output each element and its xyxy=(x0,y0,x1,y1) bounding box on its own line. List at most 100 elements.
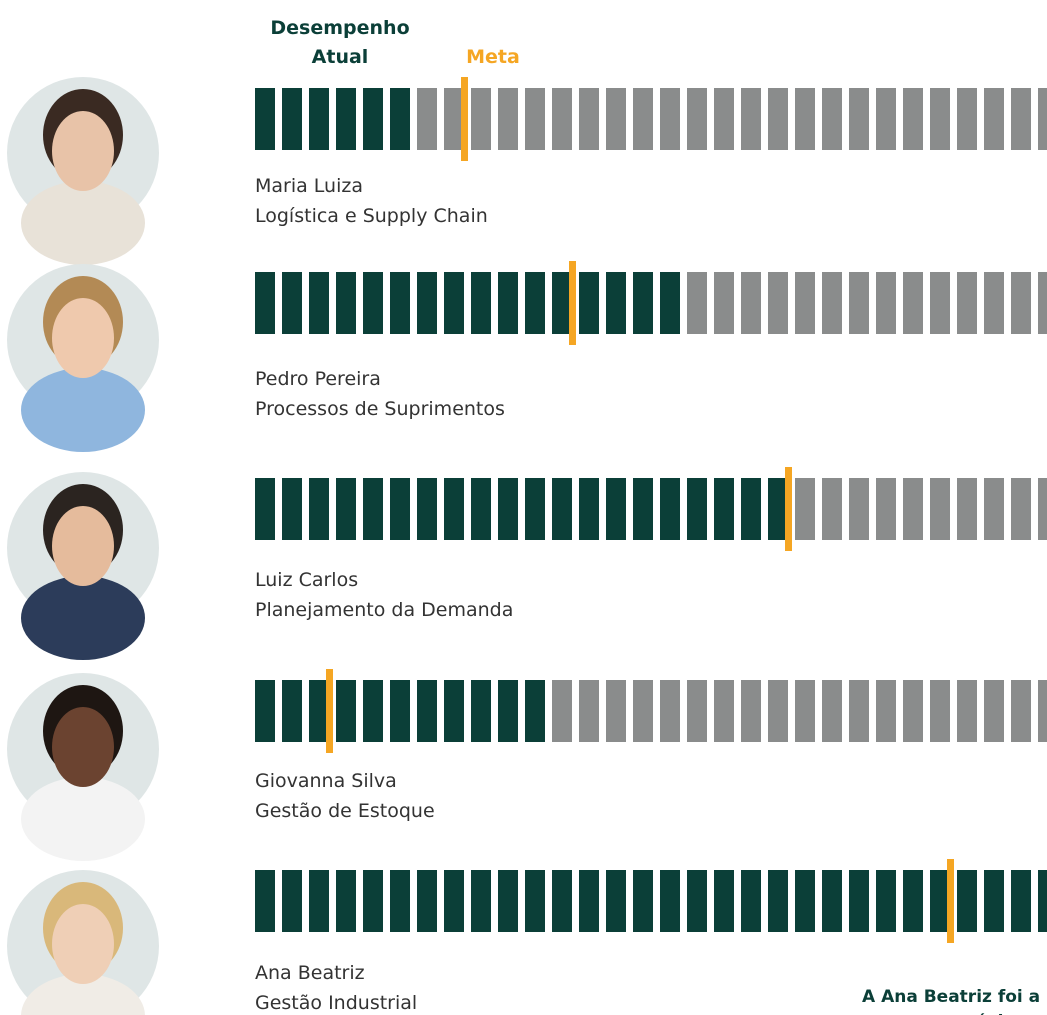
bar-segment xyxy=(957,272,977,334)
bar-segment xyxy=(363,88,383,150)
bar-segment xyxy=(309,88,329,150)
bar-segment xyxy=(633,870,653,932)
photo-face xyxy=(52,298,114,378)
bar-segment xyxy=(849,88,869,150)
bar-segment xyxy=(552,870,572,932)
bar-segment xyxy=(984,272,1004,334)
bar-segment xyxy=(471,88,491,150)
bar-segment xyxy=(363,680,383,742)
target-marker xyxy=(326,669,333,753)
bar-segment xyxy=(282,870,302,932)
bar-segment xyxy=(1011,870,1031,932)
bar-segment xyxy=(444,478,464,540)
bar-segment xyxy=(660,272,680,334)
bar-segment xyxy=(903,88,923,150)
bar-segment xyxy=(795,870,815,932)
bar-segment xyxy=(1011,478,1031,540)
bar-segment xyxy=(444,272,464,334)
bar-segment xyxy=(471,272,491,334)
person-role: Logística e Supply Chain xyxy=(255,205,488,227)
bar-segment xyxy=(984,88,1004,150)
bar-segment xyxy=(336,680,356,742)
bar-segment xyxy=(876,88,896,150)
target-marker xyxy=(785,467,792,551)
person-photo xyxy=(7,77,159,265)
bar-segment xyxy=(1038,680,1047,742)
bar-segment xyxy=(768,272,788,334)
bar-segment xyxy=(525,88,545,150)
bar-segment xyxy=(930,272,950,334)
bar-segment xyxy=(552,680,572,742)
target-marker xyxy=(947,859,954,943)
person-photo xyxy=(7,264,159,452)
bar-segment xyxy=(876,478,896,540)
photo-face xyxy=(52,111,114,191)
bar-segment xyxy=(741,870,761,932)
bar-segment xyxy=(984,680,1004,742)
bar-segment xyxy=(363,870,383,932)
bar-segment xyxy=(255,680,275,742)
bar-segment xyxy=(444,870,464,932)
bar-segment xyxy=(579,870,599,932)
target-marker xyxy=(461,77,468,161)
bar-segment xyxy=(876,680,896,742)
bar-segment xyxy=(1038,88,1047,150)
current-heading: Desempenho xyxy=(270,17,409,39)
bar-segment xyxy=(660,88,680,150)
bar-segment xyxy=(336,88,356,150)
bar-segment xyxy=(498,272,518,334)
note: A Ana Beatriz foi a xyxy=(862,987,1040,1007)
bar-segment xyxy=(606,870,626,932)
bar-segment xyxy=(552,478,572,540)
bar-segment xyxy=(606,272,626,334)
bar-segment xyxy=(498,870,518,932)
person-role: Planejamento da Demanda xyxy=(255,599,513,621)
bar-segment xyxy=(282,680,302,742)
person-name: Maria Luiza xyxy=(255,175,363,197)
bar-segment xyxy=(633,88,653,150)
bar-segment xyxy=(768,88,788,150)
bar-segment xyxy=(957,680,977,742)
bar-segment xyxy=(309,870,329,932)
bar-segment xyxy=(930,88,950,150)
bar-segment xyxy=(930,478,950,540)
bar-segment xyxy=(1038,272,1047,334)
bar-segment xyxy=(822,870,842,932)
bar-segment xyxy=(390,478,410,540)
bar-segment xyxy=(984,870,1004,932)
bar-segment xyxy=(795,272,815,334)
bar-segment xyxy=(309,272,329,334)
photo-face xyxy=(52,506,114,586)
current-heading: Atual xyxy=(312,46,369,68)
bar-segment xyxy=(390,680,410,742)
bar-segment xyxy=(282,272,302,334)
bar-segment xyxy=(687,870,707,932)
bar-segment xyxy=(687,680,707,742)
person-role: Gestão de Estoque xyxy=(255,800,435,822)
person-name: Ana Beatriz xyxy=(255,962,365,984)
bar-segment xyxy=(255,870,275,932)
bar-segment xyxy=(660,680,680,742)
bar-segment xyxy=(417,870,437,932)
bar-segment xyxy=(741,680,761,742)
bar-segment xyxy=(417,680,437,742)
bar-segment xyxy=(822,680,842,742)
person-photo xyxy=(7,673,159,861)
bar-segment xyxy=(525,870,545,932)
photo-face xyxy=(52,707,114,787)
bar-segment xyxy=(417,272,437,334)
bar-segment xyxy=(309,478,329,540)
bar-segment xyxy=(552,88,572,150)
bar-segment xyxy=(363,478,383,540)
bar-segment xyxy=(930,680,950,742)
bar-segment xyxy=(714,478,734,540)
bar-segment xyxy=(741,272,761,334)
person-name: Luiz Carlos xyxy=(255,569,358,591)
bar-segment xyxy=(687,478,707,540)
bar-segment xyxy=(822,478,842,540)
performance-board: Desempenho Atual Meta Maria LuizaLogísti… xyxy=(0,0,1047,1015)
bar-segment xyxy=(417,88,437,150)
bar-segment xyxy=(849,680,869,742)
bar-segment xyxy=(1038,870,1047,932)
photo-shirt xyxy=(21,777,145,861)
